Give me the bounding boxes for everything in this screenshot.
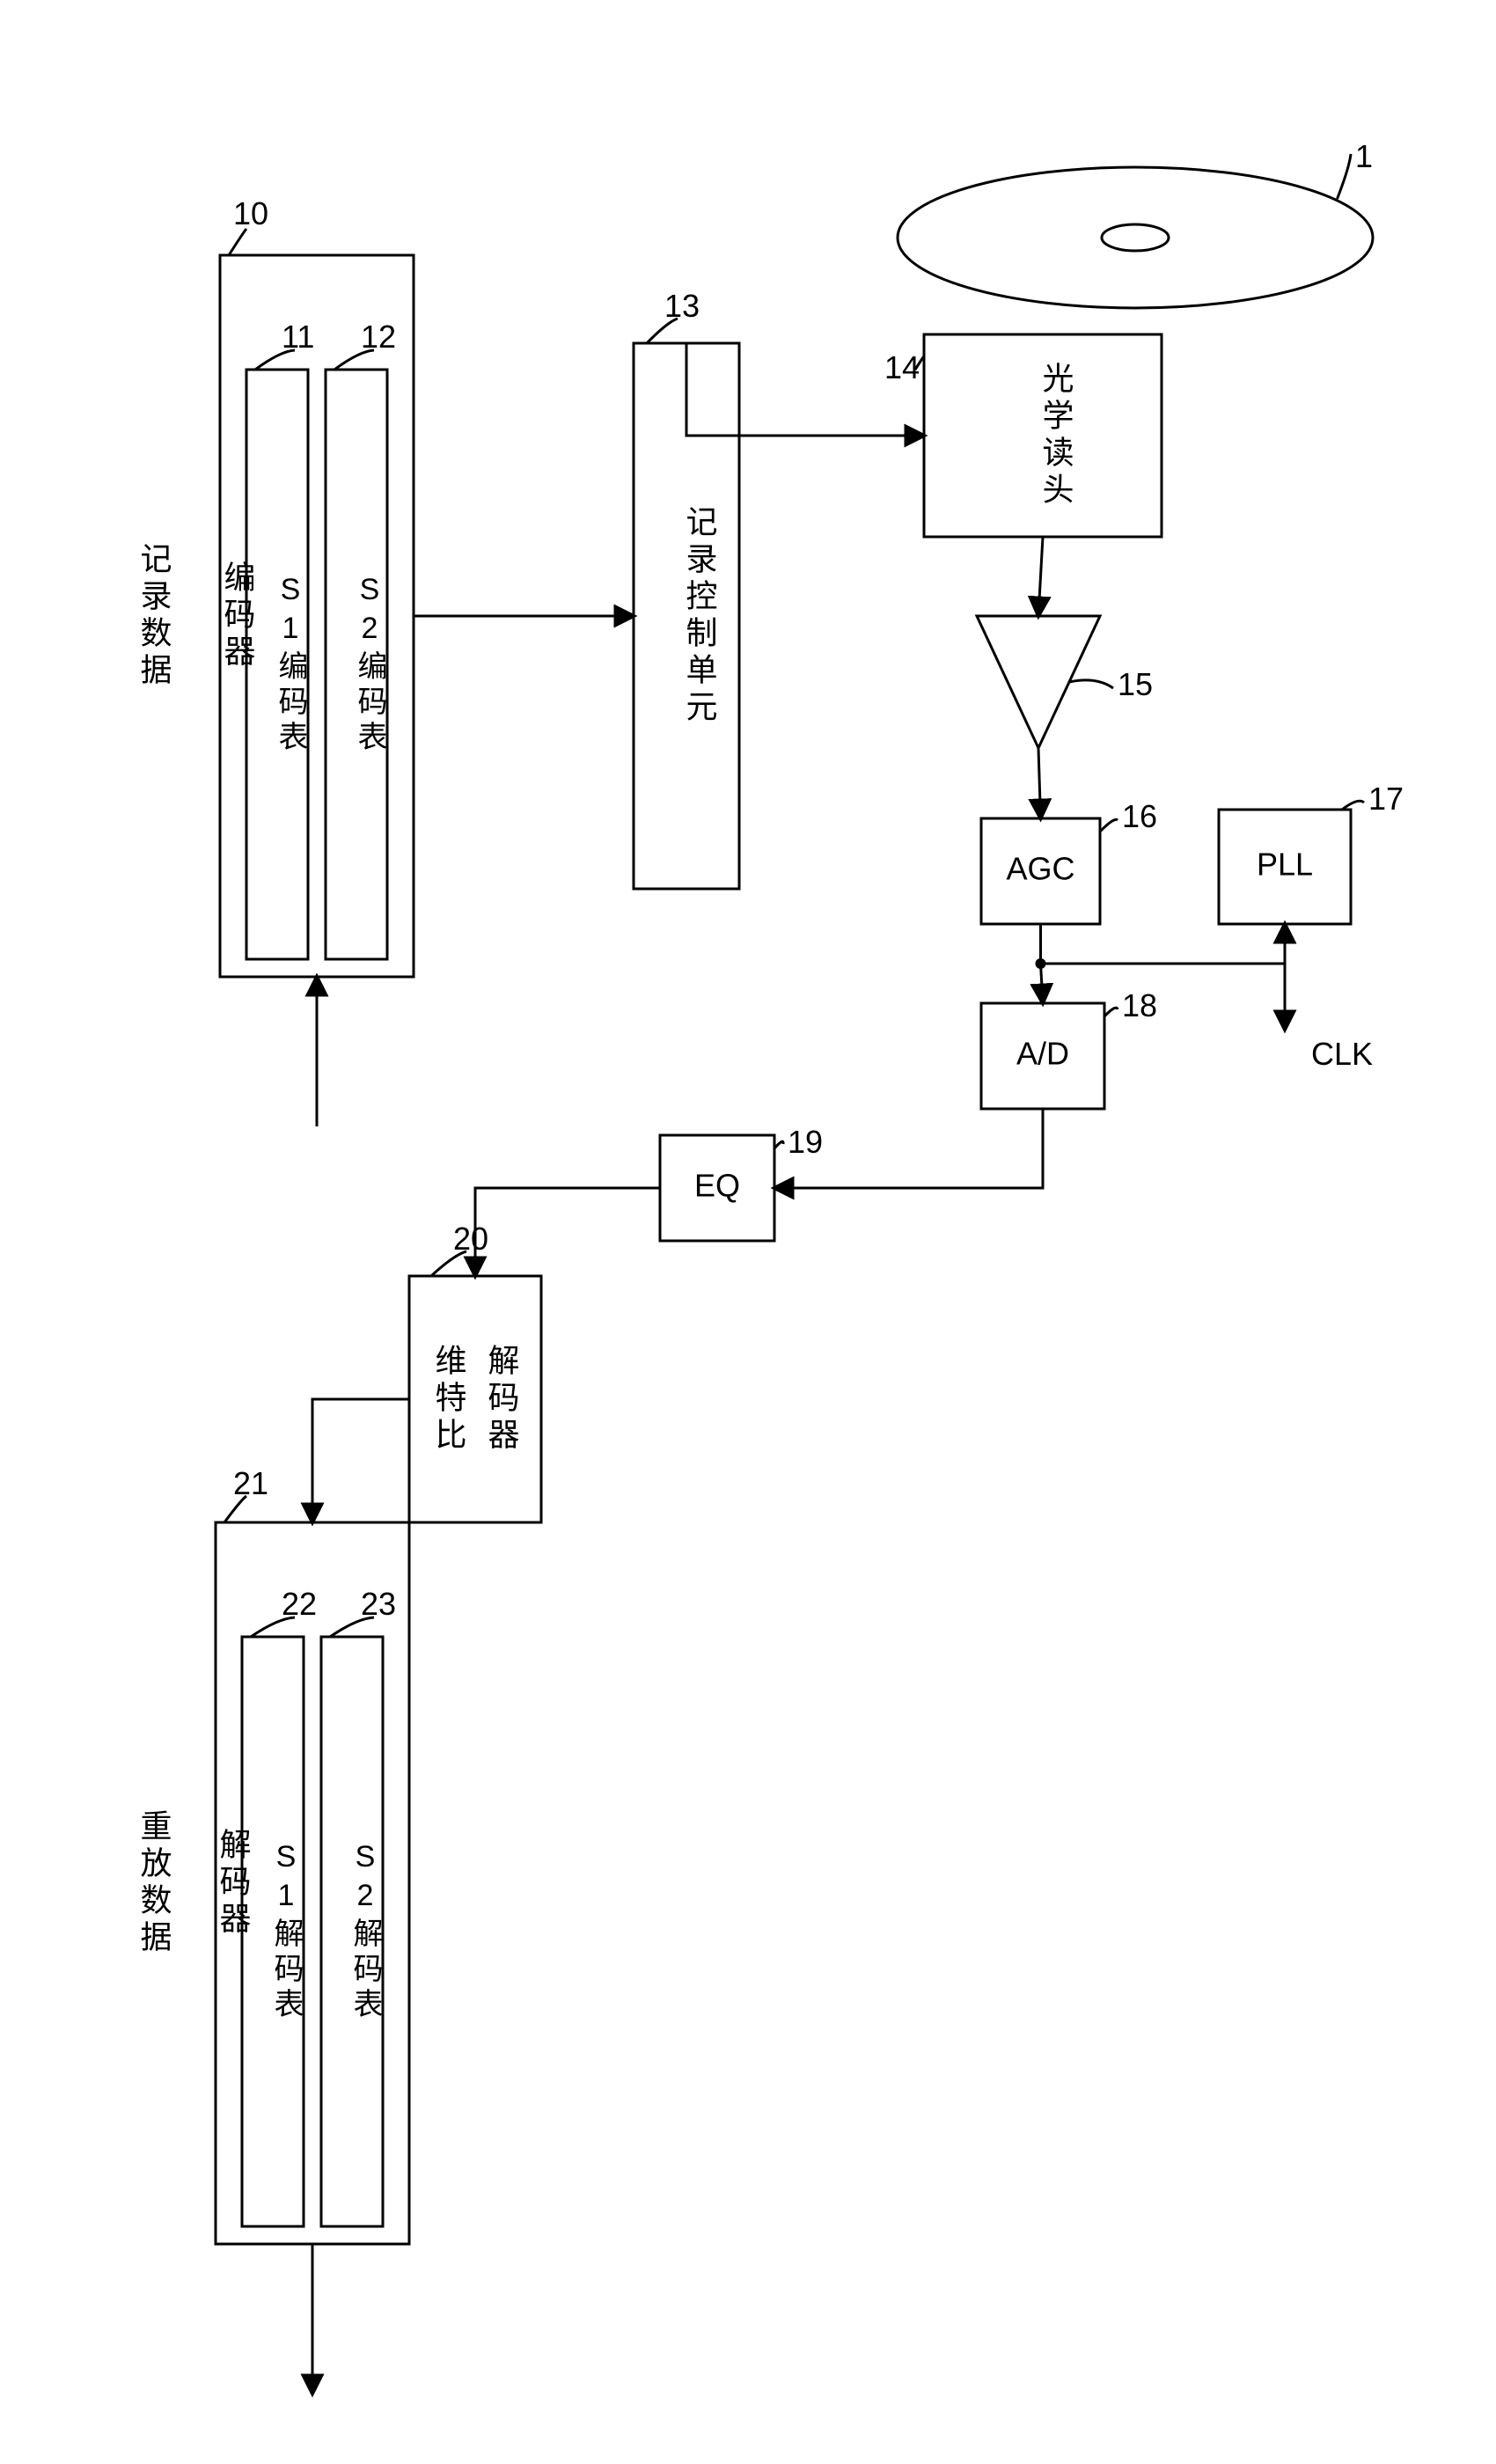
optical-disc [898, 167, 1373, 308]
viterbi-label-l2: 解码器 [484, 1344, 520, 1455]
ref-viterbi: 20 [453, 1221, 488, 1257]
clk-label: CLK [1311, 1036, 1373, 1072]
ref-agc: 16 [1122, 798, 1157, 834]
junction-dot [1036, 958, 1046, 969]
agc-label: AGC [1006, 851, 1074, 887]
ref-ad: 18 [1122, 987, 1157, 1023]
ref-s2enc: 12 [361, 319, 396, 355]
ref-encoder: 10 [233, 195, 268, 231]
ref-s1dec: 22 [282, 1586, 317, 1622]
ref-pll: 17 [1368, 781, 1404, 817]
s2-encode-label: S2编码表 [353, 573, 387, 756]
pickup-label: 光学读头 [1038, 362, 1074, 510]
pll-label: PLL [1257, 847, 1313, 883]
ref-s2dec: 23 [361, 1586, 396, 1622]
ad-label: A/D [1016, 1036, 1069, 1072]
viterbi-block [409, 1276, 541, 1522]
ref-disc: 1 [1355, 138, 1373, 174]
optical-disc-hole [1102, 224, 1169, 251]
ref-pickup: 14 [884, 349, 920, 385]
s1-decode-label: S1解码表 [269, 1840, 304, 2023]
ref-s1enc: 11 [282, 319, 314, 355]
viterbi-label-l1: 维特比 [431, 1344, 467, 1455]
record-control-label: 记录控制单元 [682, 505, 718, 727]
ref-amp: 15 [1118, 666, 1153, 702]
eq-label: EQ [694, 1168, 740, 1204]
ref-rec-ctrl: 13 [664, 288, 700, 324]
ref-decoder: 21 [233, 1465, 268, 1501]
amplifier [977, 616, 1100, 748]
record-data-label: 记录数据 [136, 542, 172, 690]
s1-encode-label: S1编码表 [274, 573, 308, 756]
s2-decode-label: S2解码表 [348, 1840, 383, 2023]
decoder-title: 解码器 [216, 1828, 252, 1939]
ref-eq: 19 [788, 1124, 823, 1160]
play-data-label: 重放数据 [136, 1809, 172, 1957]
encoder-title: 编码器 [220, 561, 256, 671]
